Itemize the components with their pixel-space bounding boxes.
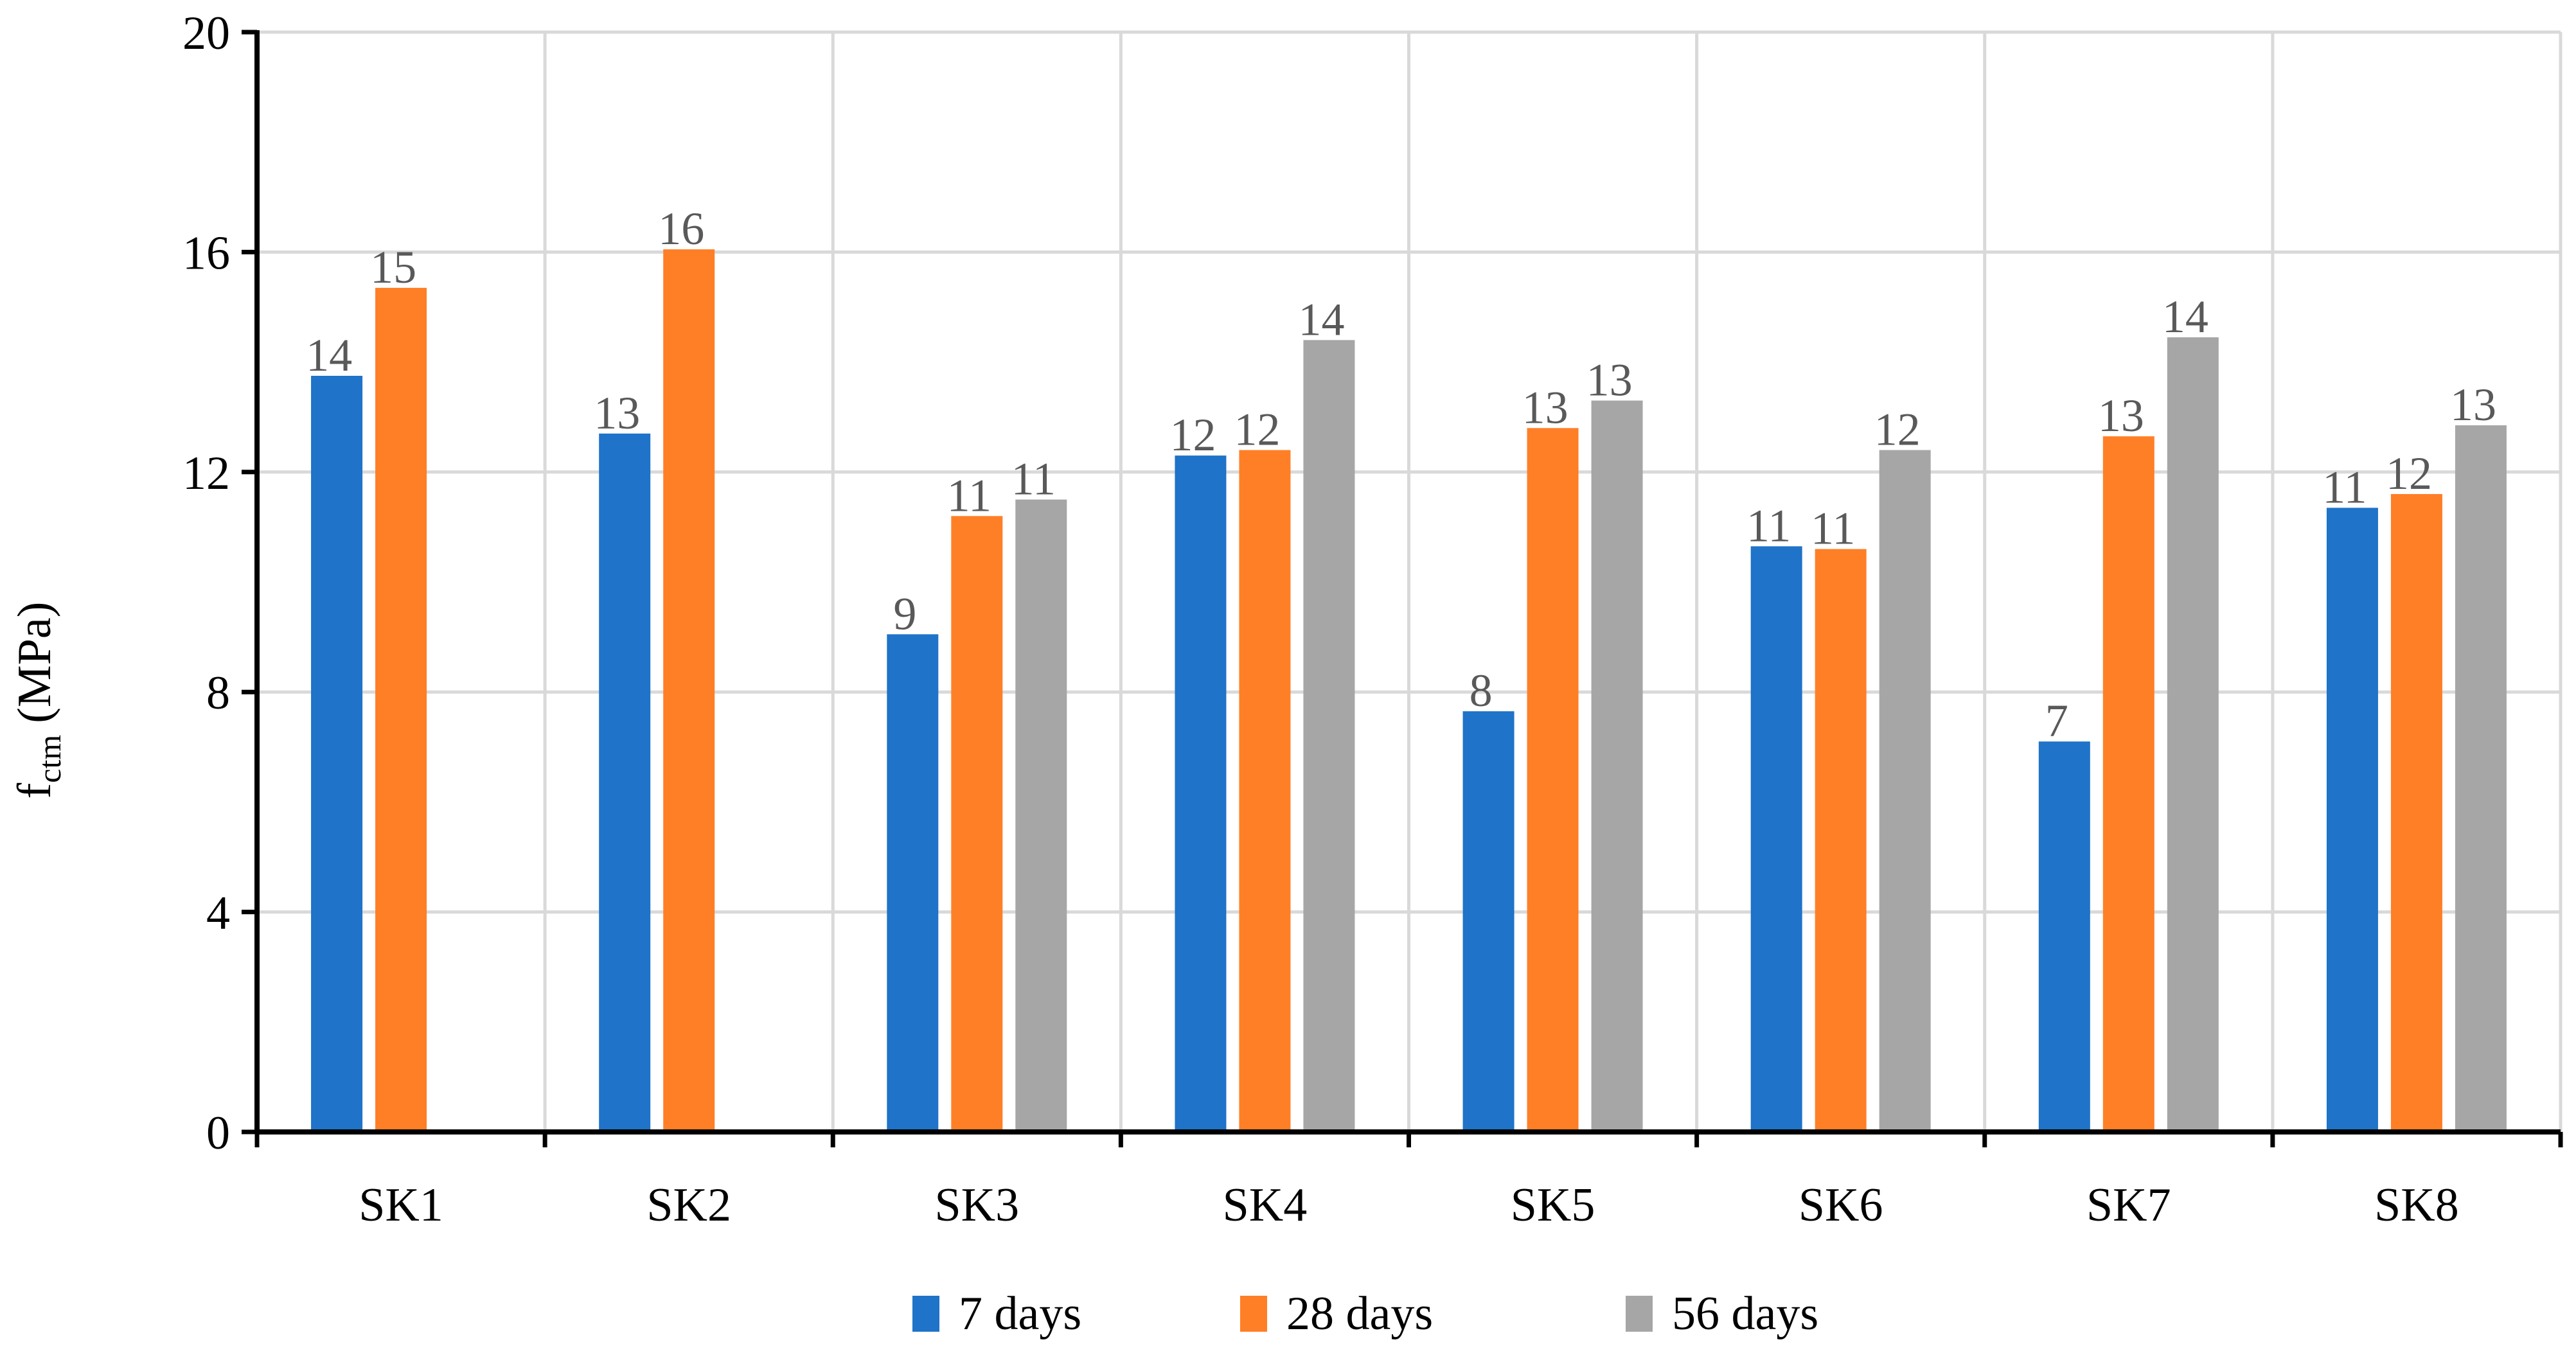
bar-sk3-series-3 (1015, 499, 1067, 1132)
legend-swatch-series-2 (1240, 1296, 1267, 1332)
data-label: 13 (594, 387, 640, 439)
data-label: 13 (1586, 355, 1633, 406)
data-label: 8 (1470, 665, 1493, 716)
data-label: 13 (1522, 382, 1568, 433)
bar-sk6-series-1 (1750, 546, 1802, 1132)
bar-sk7-series-2 (2102, 436, 2154, 1133)
data-label: 11 (1811, 503, 1855, 554)
data-label: 13 (2450, 379, 2496, 430)
data-label: 11 (1746, 500, 1791, 551)
y-axis-title-unit: (MPa) (8, 602, 61, 723)
legend-swatch-series-1 (912, 1296, 939, 1332)
data-label: 13 (2098, 390, 2144, 441)
bar-sk2-series-1 (599, 433, 651, 1132)
bar-sk8-series-3 (2455, 425, 2507, 1132)
y-tick-label: 8 (206, 667, 230, 720)
axes: 0 4 8 12 16 20 SK1 SK2 SK3 SK4 SK5 SK6 SK7 SK8 (182, 7, 2563, 1232)
x-tick-label: SK5 (1511, 1179, 1595, 1232)
bar-sk6-series-3 (1879, 450, 1931, 1132)
y-tick-label: 0 (206, 1107, 230, 1160)
bar-sk5-series-1 (1462, 711, 1515, 1132)
y-axis-title-main: f (8, 782, 61, 799)
x-tick-label: SK2 (646, 1179, 731, 1232)
data-label: 12 (1234, 404, 1280, 455)
y-axis-title-subscript: ctm (31, 735, 67, 783)
bar-sk1-series-2 (375, 288, 427, 1132)
x-tick-label: SK6 (1799, 1179, 1883, 1232)
x-tick-label: SK7 (2086, 1179, 2171, 1232)
svg-text:fctm(MPa): fctm (MPa) (8, 602, 67, 799)
bar-sk6-series-2 (1815, 549, 1867, 1132)
bar-sk3-series-1 (887, 634, 939, 1132)
bar-sk7-series-1 (2038, 741, 2090, 1132)
legend-label: 28 days (1286, 1287, 1433, 1340)
data-label: 16 (658, 203, 704, 254)
data-label: 14 (1298, 294, 1344, 345)
data-labels: 14 15 13 16 9 11 11 12 12 14 8 13 13 11 11 12 7 13 14 11 12 1… (306, 203, 2496, 746)
x-tick-label: SK1 (359, 1179, 443, 1232)
data-label: 12 (1874, 404, 1921, 455)
data-label: 12 (1169, 409, 1216, 461)
bar-sk4-series-2 (1239, 450, 1291, 1132)
legend: 7 days 28 days 56 days (912, 1287, 1818, 1340)
bar-sk5-series-2 (1527, 428, 1579, 1132)
bar-sk2-series-2 (663, 249, 715, 1132)
y-axis-title: fctm (MPa) (8, 602, 67, 799)
bar-sk3-series-2 (951, 516, 1003, 1132)
data-label: 7 (2045, 695, 2068, 746)
bars (311, 249, 2507, 1133)
data-label: 15 (370, 242, 416, 293)
y-tick-label: 20 (182, 7, 230, 60)
bar-sk5-series-3 (1591, 400, 1643, 1132)
y-tick-label: 12 (182, 447, 230, 500)
data-label: 11 (947, 470, 991, 521)
bar-sk1-series-1 (311, 376, 363, 1132)
y-tick-label: 4 (206, 887, 230, 940)
data-label: 12 (2386, 448, 2432, 499)
legend-swatch-series-3 (1626, 1296, 1653, 1332)
data-label: 14 (306, 330, 352, 381)
x-tick-label: SK4 (1223, 1179, 1308, 1232)
data-label: 14 (2162, 291, 2208, 342)
bar-sk8-series-1 (2326, 508, 2378, 1132)
x-tick-label: SK8 (2374, 1179, 2459, 1232)
y-tick-label: 16 (182, 227, 230, 279)
data-label: 9 (893, 588, 916, 639)
bar-sk8-series-2 (2390, 494, 2442, 1132)
bar-sk4-series-3 (1303, 340, 1355, 1132)
legend-label: 56 days (1672, 1287, 1818, 1340)
bar-sk7-series-3 (2167, 337, 2219, 1132)
legend-label: 7 days (959, 1287, 1081, 1340)
data-label: 11 (2322, 461, 2367, 513)
data-label: 11 (1011, 454, 1056, 505)
bar-sk4-series-1 (1175, 455, 1227, 1132)
x-tick-label: SK3 (935, 1179, 1020, 1232)
